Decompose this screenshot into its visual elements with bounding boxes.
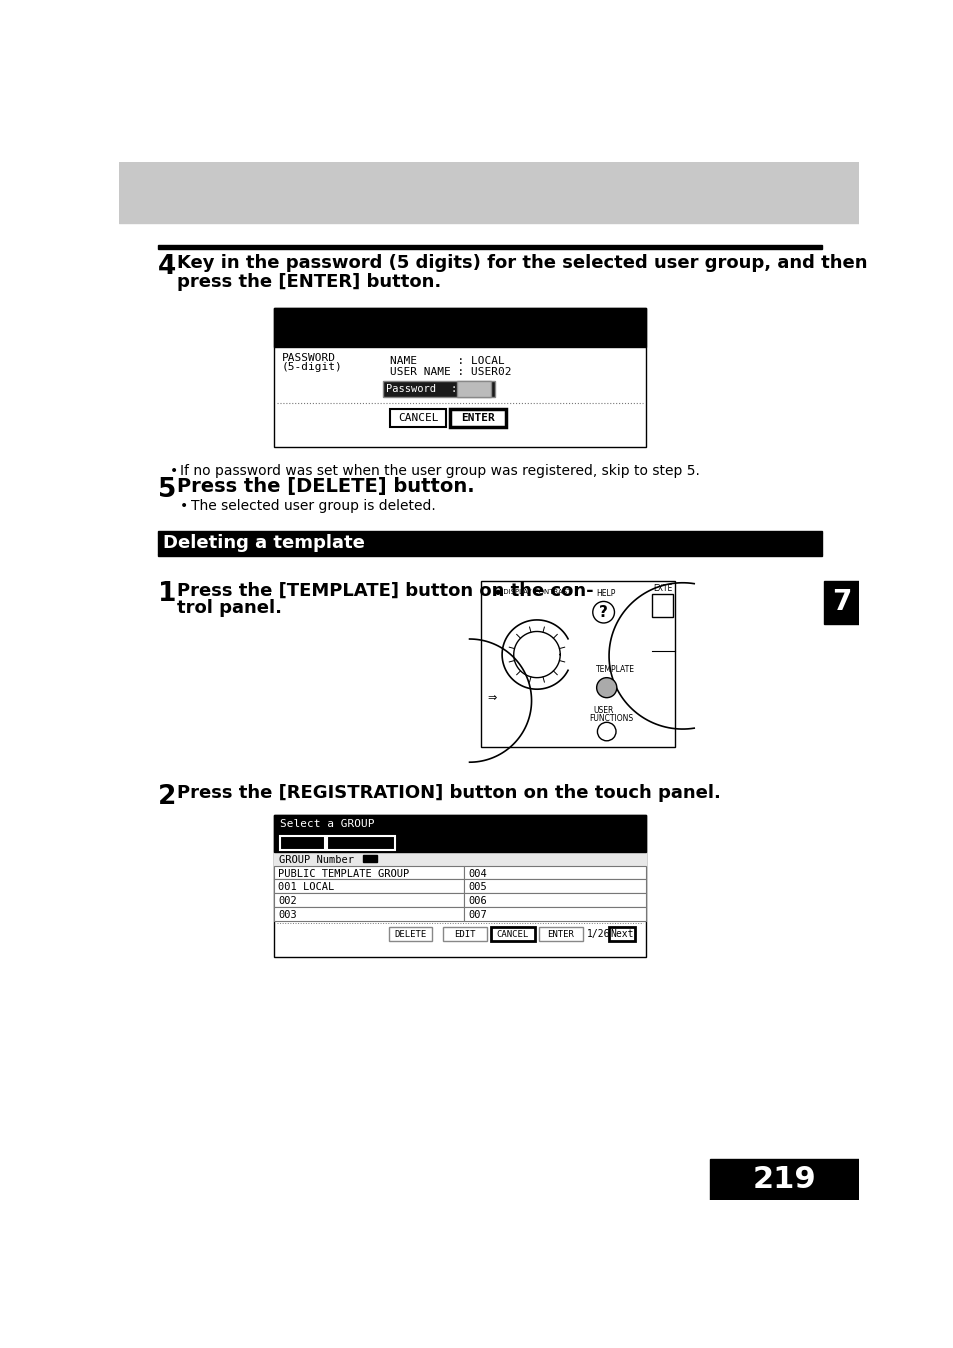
Bar bbox=[538, 927, 582, 941]
Text: trol panel.: trol panel. bbox=[176, 599, 281, 617]
Text: Password: Password bbox=[385, 384, 436, 394]
Text: 5: 5 bbox=[158, 477, 176, 503]
Bar bbox=[389, 927, 432, 941]
Text: Key in the password (5 digits) for the selected user group, and then: Key in the password (5 digits) for the s… bbox=[176, 255, 866, 272]
Text: 1: 1 bbox=[158, 581, 176, 608]
Bar bbox=[390, 408, 446, 427]
Text: FUNCTIONS: FUNCTIONS bbox=[589, 714, 633, 723]
Text: CANCEL: CANCEL bbox=[497, 930, 529, 938]
Text: •: • bbox=[179, 499, 188, 514]
Bar bbox=[464, 894, 645, 907]
Text: Next: Next bbox=[610, 929, 634, 940]
Bar bbox=[464, 907, 645, 921]
Text: 4: 4 bbox=[158, 255, 176, 280]
Text: GROUP Number: GROUP Number bbox=[278, 855, 354, 865]
Bar bbox=[274, 309, 645, 446]
Text: Press the [TEMPLATE] button on the con-: Press the [TEMPLATE] button on the con- bbox=[176, 581, 593, 600]
Bar bbox=[450, 408, 505, 427]
Text: 001 LOCAL: 001 LOCAL bbox=[278, 883, 334, 892]
Text: HELP: HELP bbox=[596, 589, 615, 599]
Text: ENTER: ENTER bbox=[547, 930, 574, 938]
Bar bbox=[382, 381, 495, 396]
Text: Press the [DELETE] button.: Press the [DELETE] button. bbox=[176, 477, 474, 496]
Text: DELETE: DELETE bbox=[395, 930, 426, 938]
Text: :: : bbox=[451, 384, 456, 394]
Text: 002: 002 bbox=[278, 896, 296, 906]
Bar bbox=[464, 879, 645, 894]
Bar bbox=[158, 554, 821, 555]
Circle shape bbox=[596, 678, 617, 698]
Text: 1/26: 1/26 bbox=[587, 929, 610, 940]
Text: EXTE: EXTE bbox=[653, 584, 672, 593]
Text: ⇒: ⇒ bbox=[487, 693, 497, 704]
Bar bbox=[280, 836, 325, 851]
Text: 004: 004 bbox=[468, 868, 486, 879]
Bar bbox=[274, 309, 645, 346]
Text: If no password was set when the user group was registered, skip to step 5.: If no password was set when the user gro… bbox=[179, 464, 699, 477]
Bar bbox=[823, 581, 858, 624]
Bar bbox=[443, 927, 486, 941]
Text: *****: ***** bbox=[459, 384, 490, 394]
Bar bbox=[651, 593, 673, 617]
Text: Select a GROUP: Select a GROUP bbox=[280, 820, 375, 829]
Bar bbox=[491, 927, 534, 941]
Text: 219: 219 bbox=[752, 1165, 815, 1194]
Text: (5-digit): (5-digit) bbox=[282, 363, 342, 372]
Text: 7: 7 bbox=[831, 588, 850, 616]
Bar bbox=[480, 581, 674, 747]
Bar bbox=[119, 162, 858, 224]
Text: •: • bbox=[170, 464, 177, 477]
Bar bbox=[274, 879, 464, 894]
Bar bbox=[709, 1159, 858, 1200]
Bar bbox=[456, 381, 491, 396]
Text: TEMPLATE: TEMPLATE bbox=[596, 665, 634, 674]
Bar bbox=[158, 532, 821, 554]
Text: The selected user group is deleted.: The selected user group is deleted. bbox=[191, 499, 435, 514]
Bar bbox=[158, 531, 821, 532]
Bar bbox=[464, 865, 645, 879]
Text: 003: 003 bbox=[278, 910, 296, 921]
Circle shape bbox=[592, 601, 614, 623]
Text: ?: ? bbox=[598, 605, 607, 620]
Text: NAME      : LOCAL: NAME : LOCAL bbox=[390, 356, 505, 365]
Bar bbox=[274, 907, 464, 921]
Text: PUBLIC TEMPLATE GROUP: PUBLIC TEMPLATE GROUP bbox=[278, 868, 409, 879]
Text: 005: 005 bbox=[468, 883, 486, 892]
Bar bbox=[274, 865, 464, 879]
Text: press the [ENTER] button.: press the [ENTER] button. bbox=[176, 272, 440, 291]
Bar bbox=[327, 836, 395, 851]
Text: ENTER: ENTER bbox=[460, 414, 495, 423]
Text: USER: USER bbox=[593, 706, 614, 716]
Text: 2: 2 bbox=[158, 785, 176, 810]
Text: REGISTRATION: REGISTRATION bbox=[326, 838, 395, 848]
Bar bbox=[274, 814, 645, 852]
Text: 006: 006 bbox=[468, 896, 486, 906]
Text: PASSWORD: PASSWORD bbox=[282, 353, 335, 363]
Text: CANCEL: CANCEL bbox=[397, 414, 438, 423]
Text: Deleting a template: Deleting a template bbox=[162, 534, 364, 553]
Text: Press the [REGISTRATION] button on the touch panel.: Press the [REGISTRATION] button on the t… bbox=[176, 785, 720, 802]
Bar bbox=[608, 927, 635, 941]
Bar bbox=[158, 245, 821, 249]
Circle shape bbox=[597, 723, 616, 741]
Bar bbox=[274, 852, 645, 865]
Bar bbox=[274, 814, 645, 957]
Bar bbox=[363, 855, 377, 863]
Text: EDIT: EDIT bbox=[454, 930, 476, 938]
Text: ● DISPLAY CONTRAST: ● DISPLAY CONTRAST bbox=[495, 589, 571, 594]
Text: 007: 007 bbox=[468, 910, 486, 921]
Text: RECALL: RECALL bbox=[285, 838, 320, 848]
Bar bbox=[274, 894, 464, 907]
Text: USER NAME : USER02: USER NAME : USER02 bbox=[390, 367, 512, 376]
